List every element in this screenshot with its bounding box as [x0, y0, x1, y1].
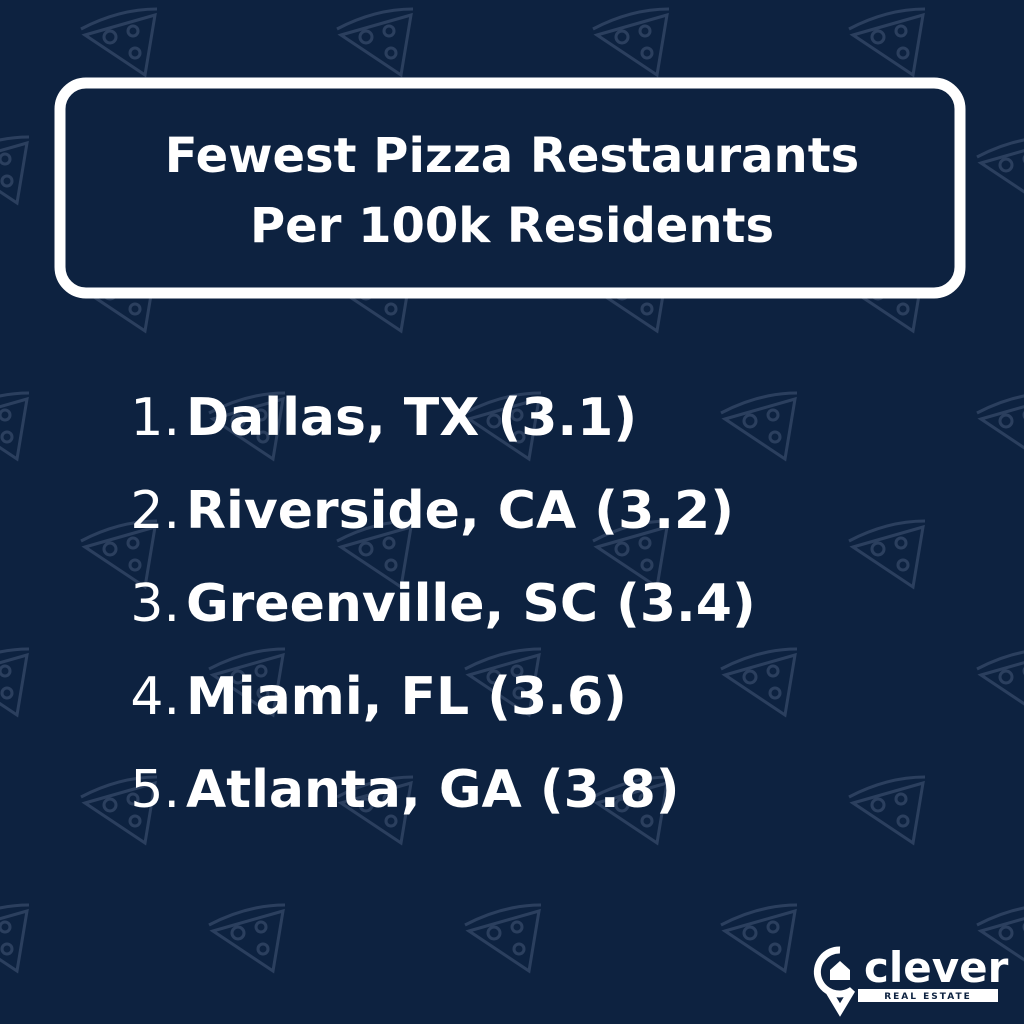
logo-tagline: REAL ESTATE: [884, 992, 972, 1002]
logo-icon: [813, 946, 856, 1017]
title-line: Fewest Pizza Restaurants: [165, 128, 859, 184]
logo: clever REAL ESTATE: [813, 943, 1009, 1017]
list-item: Miami, FL (3.6): [186, 667, 627, 727]
list-item: Greenville, SC (3.4): [186, 574, 756, 634]
rank: 3.: [130, 574, 180, 634]
rank: 2.: [130, 481, 180, 541]
title-box: [54, 77, 966, 299]
logo-name: clever: [864, 943, 1009, 992]
rank: 4.: [130, 667, 180, 727]
list-item: Riverside, CA (3.2): [186, 481, 734, 541]
rank: 1.: [130, 388, 180, 448]
rank: 5.: [130, 760, 180, 820]
ranking-list: 1. Dallas, TX (3.1)2. Riverside, CA (3.2)3…: [130, 388, 755, 820]
list-item: Dallas, TX (3.1): [186, 388, 637, 448]
logo-bar: [858, 989, 998, 1002]
list-item: Atlanta, GA (3.8): [186, 760, 680, 820]
title-line: Per 100k Residents: [250, 198, 774, 254]
logo-house: [830, 961, 850, 980]
